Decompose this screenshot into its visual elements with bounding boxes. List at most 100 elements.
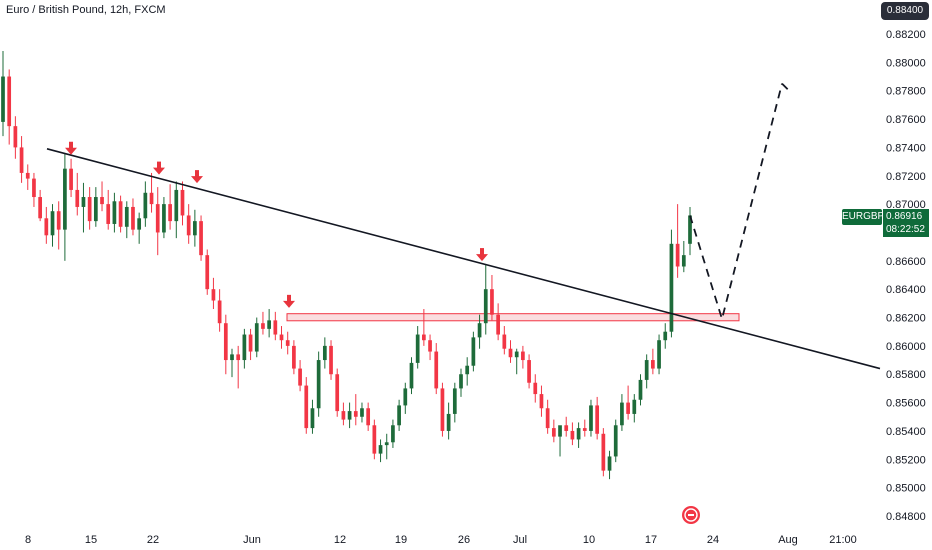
x-tick-label: 15 xyxy=(85,534,97,546)
candle-body xyxy=(75,189,80,207)
candle-body xyxy=(626,402,630,414)
candle-body xyxy=(13,126,18,148)
time-axis[interactable]: 8 15 22 Jun 12 19 26 Jul 10 17 24 Aug 21:00 xyxy=(25,534,857,546)
candle-body xyxy=(576,428,581,440)
candle-body xyxy=(452,388,457,414)
candle-body xyxy=(341,411,346,420)
candle-body xyxy=(409,362,414,389)
candle-body xyxy=(545,408,550,429)
candle-body xyxy=(465,365,470,375)
y-tick-label: 0.85800 xyxy=(886,369,926,381)
y-tick-label: 0.85400 xyxy=(886,426,926,438)
price-axis[interactable]: 0.88200 0.88000 0.87800 0.87600 0.87400 0.872… xyxy=(886,29,926,523)
candle-body xyxy=(205,255,210,290)
tradingview-logo-icon[interactable] xyxy=(681,505,701,525)
y-tick-label: 0.88200 xyxy=(886,29,926,41)
zone-rect xyxy=(286,313,740,322)
candle-body xyxy=(632,399,637,414)
candle-body xyxy=(93,197,98,222)
candle-body xyxy=(56,211,61,230)
candles xyxy=(1,51,692,480)
x-tick-label: 12 xyxy=(334,534,346,546)
candle-body xyxy=(155,204,160,233)
candle-body xyxy=(601,433,606,471)
symbol-badge: EURGBP xyxy=(842,209,884,225)
candle-body xyxy=(675,243,680,267)
y-tick-label: 0.87200 xyxy=(886,171,926,183)
candle-body xyxy=(483,289,488,324)
candle-body xyxy=(81,197,86,207)
candle-body xyxy=(681,255,686,267)
candle-body xyxy=(428,340,432,352)
candle-body xyxy=(217,300,222,324)
candle-body xyxy=(415,334,420,363)
candle-body xyxy=(162,204,166,233)
candle-body xyxy=(32,178,36,198)
projection-tip xyxy=(781,82,791,93)
price-scale-top-label[interactable]: 0.88400 xyxy=(881,2,929,20)
candle-body xyxy=(174,189,179,222)
candle-body xyxy=(669,243,674,332)
candle-body xyxy=(564,425,569,431)
x-tick-label: 8 xyxy=(25,534,31,546)
candle-body xyxy=(360,408,364,417)
candle-body xyxy=(261,323,265,329)
candle-body xyxy=(168,204,172,222)
candle-body xyxy=(508,348,513,358)
candle-body xyxy=(236,354,241,361)
projection-path[interactable] xyxy=(689,82,791,323)
down-arrow-icon xyxy=(287,294,291,302)
candle-body xyxy=(63,168,67,230)
down-arrow-icon xyxy=(157,161,161,169)
down-arrow-icon xyxy=(191,176,203,184)
support-zone xyxy=(286,313,740,322)
candle-body xyxy=(434,351,439,389)
candle-body xyxy=(223,323,228,361)
candle-body xyxy=(304,385,309,429)
candle-body xyxy=(211,289,216,301)
candle-body xyxy=(688,215,692,244)
candle-body xyxy=(267,320,271,329)
x-tick-label: 22 xyxy=(147,534,159,546)
candle-body xyxy=(347,411,352,420)
y-tick-label: 0.87400 xyxy=(886,142,926,154)
candle-body xyxy=(44,218,49,236)
candle-body xyxy=(1,76,5,122)
y-tick-label: 0.88000 xyxy=(886,57,926,69)
y-tick-label: 0.86000 xyxy=(886,341,926,353)
down-arrow-icon xyxy=(195,170,199,178)
candle-body xyxy=(292,345,296,369)
down-arrow-icon xyxy=(283,300,295,308)
y-tick-label: 0.85000 xyxy=(886,483,926,495)
candle-body xyxy=(230,354,234,361)
trendline[interactable] xyxy=(46,148,881,370)
candle-body xyxy=(391,425,395,443)
x-tick-label: Jul xyxy=(513,534,527,546)
x-tick-label: Jun xyxy=(243,534,261,546)
candle-body xyxy=(446,413,451,431)
trendline-line xyxy=(46,148,881,370)
candle-body xyxy=(539,394,544,409)
candle-body xyxy=(50,211,55,236)
y-tick-label: 0.86400 xyxy=(886,284,926,296)
candle-body xyxy=(199,221,203,256)
high-markers xyxy=(65,141,488,308)
candle-body xyxy=(422,334,426,341)
candle-body xyxy=(558,425,562,437)
y-tick-label: 0.87000 xyxy=(886,199,926,211)
y-tick-label: 0.84800 xyxy=(886,511,926,523)
candle-body xyxy=(298,368,302,386)
candle-body xyxy=(582,428,587,431)
y-tick-label: 0.85200 xyxy=(886,454,926,466)
candle-body xyxy=(279,334,284,341)
chart-title: Euro / British Pound, 12h, FXCM xyxy=(6,4,166,16)
candle-body xyxy=(403,388,408,406)
candle-body xyxy=(143,192,148,219)
price-value: 0.86916 xyxy=(886,211,923,222)
candle-body xyxy=(620,402,624,426)
candle-body xyxy=(131,206,135,230)
y-tick-label: 0.86600 xyxy=(886,256,926,268)
candle-body xyxy=(595,405,600,434)
down-arrow-icon xyxy=(476,254,488,262)
